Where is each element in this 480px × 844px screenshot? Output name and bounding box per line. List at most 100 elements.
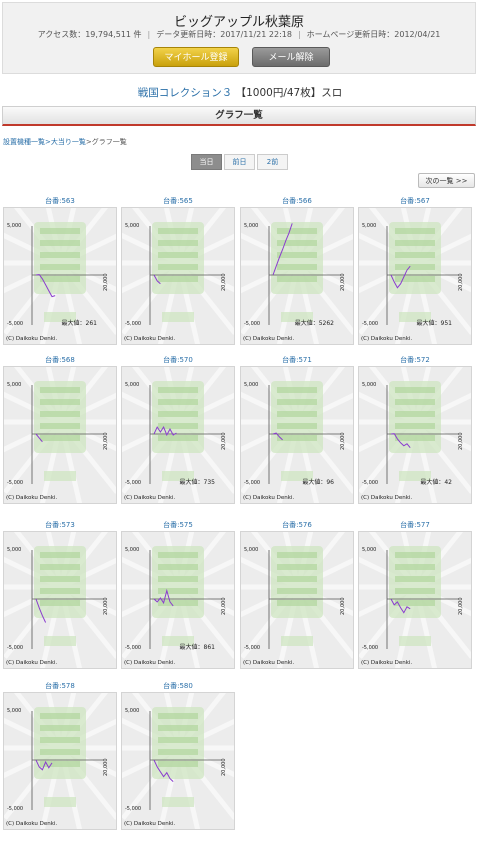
breadcrumb: 設置機種一覧>大当り一覧>グラフ一覧 (3, 137, 127, 147)
slump-graph[interactable]: 5,000 -5,000 20,000 (C) Daikoku Denki. (3, 531, 117, 669)
y-tick-top: 5,000 (125, 382, 140, 388)
machine-number-link[interactable]: 台番:571 (282, 356, 312, 364)
slump-graph[interactable]: 5,000 -5,000 20,000 最大値：42 (C) Daikoku Denki… (358, 366, 472, 504)
stats-separator: | (297, 30, 301, 39)
watermark-base (281, 636, 313, 646)
copyright-text: (C) Daikoku Denki. (124, 495, 176, 501)
machine-number-link[interactable]: 台番:570 (163, 356, 193, 364)
watermark-stripe (395, 399, 435, 405)
watermark-stripe (40, 576, 80, 582)
breadcrumb-jackpot-list[interactable]: >大当り一覧 (45, 138, 86, 146)
watermark-stripe (40, 761, 80, 767)
copyright-text: (C) Daikoku Denki. (6, 660, 58, 666)
x-tick-label: 20,000 (458, 273, 464, 292)
y-tick-top: 5,000 (125, 708, 140, 714)
slump-line (390, 598, 411, 614)
access-count: アクセス数：19,794,511 件 (37, 30, 142, 39)
slump-graph[interactable]: 5,000 -5,000 20,000 最大値：861 (C) Daikoku Denk… (121, 531, 235, 669)
slump-line (153, 588, 174, 607)
slump-graph-plot (359, 532, 471, 668)
machine-number-link[interactable]: 台番:575 (163, 521, 193, 529)
watermark-stripe (158, 552, 198, 558)
y-tick-bottom: -5,000 (125, 480, 142, 486)
slump-graph[interactable]: 5,000 -5,000 20,000 (C) Daikoku Denki. (3, 692, 117, 830)
watermark-stripe (40, 276, 80, 282)
machine-number-link[interactable]: 台番:568 (45, 356, 75, 364)
breadcrumb-machine-list[interactable]: 設置機種一覧 (3, 138, 45, 146)
watermark-stripe (40, 252, 80, 258)
machine-number-link[interactable]: 台番:580 (163, 682, 193, 690)
machine-number-link[interactable]: 台番:577 (400, 521, 430, 529)
watermark-stripe (40, 600, 80, 606)
machine-number-link[interactable]: 台番:566 (282, 197, 312, 205)
watermark-stripe (277, 552, 317, 558)
slump-graph[interactable]: 5,000 -5,000 20,000 最大値：735 (C) Daikoku Denk… (121, 366, 235, 504)
machine-number-link[interactable]: 台番:565 (163, 197, 193, 205)
x-tick-label: 20,000 (103, 758, 109, 777)
machine-number-link[interactable]: 台番:563 (45, 197, 75, 205)
copyright-text: (C) Daikoku Denki. (6, 821, 58, 827)
copyright-text: (C) Daikoku Denki. (361, 660, 413, 666)
watermark-stripe (158, 761, 198, 767)
slump-graph[interactable]: 5,000 -5,000 20,000 (C) Daikoku Denki. (358, 531, 472, 669)
slump-graph-plot (4, 367, 116, 503)
next-list-button[interactable]: 次の一覧 >> (418, 173, 475, 188)
watermark-stripe (40, 264, 80, 270)
watermark-stripe (158, 588, 198, 594)
machine-number-link[interactable]: 台番:567 (400, 197, 430, 205)
slump-graph[interactable]: 5,000 -5,000 20,000 (C) Daikoku Denki. (3, 366, 117, 504)
slump-graph[interactable]: 5,000 -5,000 20,000 (C) Daikoku Denki. (121, 207, 235, 345)
homepage-updated: ホームページ更新日時：2012/04/21 (306, 30, 441, 39)
watermark-stripe (277, 387, 317, 393)
slump-line (35, 598, 47, 623)
mail-unsubscribe-button[interactable]: メール解除 (252, 47, 330, 67)
slump-graph-plot (4, 208, 116, 344)
slump-graph[interactable]: 5,000 -5,000 20,000 最大値：951 (C) Daikoku Denk… (358, 207, 472, 345)
watermark-stripe (277, 588, 317, 594)
watermark-base (281, 312, 313, 322)
slump-graph[interactable]: 5,000 -5,000 20,000 (C) Daikoku Denki. (121, 692, 235, 830)
copyright-text: (C) Daikoku Denki. (6, 495, 58, 501)
watermark-stripe (158, 423, 198, 429)
hall-stats: アクセス数：19,794,511 件 | データ更新日時：2017/11/21 22… (3, 29, 475, 40)
y-tick-bottom: -5,000 (7, 645, 24, 651)
watermark-stripe (277, 600, 317, 606)
x-tick-label: 20,000 (221, 273, 227, 292)
watermark-stripe (395, 387, 435, 393)
mylist-register-button[interactable]: マイホール登録 (153, 47, 239, 67)
watermark-stripe (395, 252, 435, 258)
machine-number-link[interactable]: 台番:572 (400, 356, 430, 364)
watermark-base (399, 471, 431, 481)
slump-graph[interactable]: 5,000 -5,000 20,000 (C) Daikoku Denki. (240, 531, 354, 669)
slump-graph-plot (122, 693, 234, 829)
tab-yesterday[interactable]: 前日 (224, 154, 255, 170)
slump-graph[interactable]: 5,000 -5,000 20,000 最大値：5262 (C) Daikoku Den… (240, 207, 354, 345)
machine-name-link[interactable]: 戦国コレクション３ (137, 87, 233, 99)
watermark-stripe (395, 264, 435, 270)
watermark-stripe (277, 399, 317, 405)
slump-graph[interactable]: 5,000 -5,000 20,000 最大値：261 (C) Daikoku Denk… (3, 207, 117, 345)
machine-number-link[interactable]: 台番:573 (45, 521, 75, 529)
watermark-base (162, 797, 194, 807)
copyright-text: (C) Daikoku Denki. (361, 336, 413, 342)
machine-rate: 【1000円/47枚】スロ (235, 87, 343, 99)
watermark-base (281, 471, 313, 481)
machine-number-link[interactable]: 台番:576 (282, 521, 312, 529)
x-tick-label: 20,000 (221, 432, 227, 451)
machine-number-link[interactable]: 台番:578 (45, 682, 75, 690)
watermark-stripe (395, 228, 435, 234)
watermark-stripe (158, 435, 198, 441)
max-value: 最大値：261 (61, 320, 97, 327)
y-tick-bottom: -5,000 (244, 645, 261, 651)
tab-today[interactable]: 当日 (191, 154, 222, 170)
slump-line (272, 432, 283, 441)
tab-two-days-ago[interactable]: 2前 (257, 154, 288, 170)
y-tick-top: 5,000 (244, 382, 259, 388)
y-tick-top: 5,000 (125, 547, 140, 553)
slump-graph-plot (359, 367, 471, 503)
y-tick-bottom: -5,000 (7, 480, 24, 486)
watermark-stripe (158, 600, 198, 606)
slump-graph[interactable]: 5,000 -5,000 20,000 最大値：96 (C) Daikoku Denki… (240, 366, 354, 504)
watermark-stripe (158, 713, 198, 719)
watermark-stripe (395, 576, 435, 582)
